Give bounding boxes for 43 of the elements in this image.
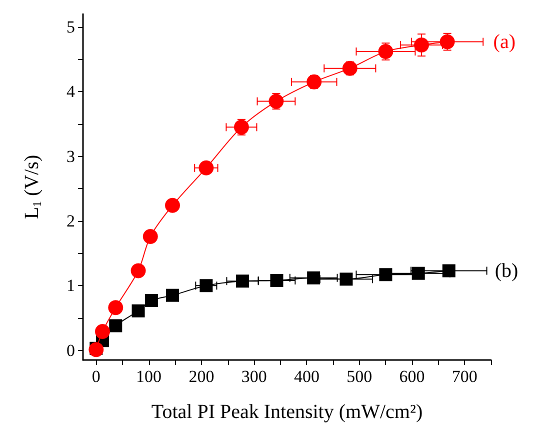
x-tick-label: 200 — [188, 367, 214, 386]
point — [412, 266, 425, 280]
x-tick-label: 100 — [136, 367, 162, 386]
y-tick-label: 1 — [66, 276, 75, 296]
x-tick-label: 500 — [346, 367, 372, 386]
point — [142, 228, 158, 244]
point — [109, 319, 122, 332]
x-tick-label: 600 — [399, 367, 425, 386]
point — [306, 74, 322, 90]
series-label: (a) — [493, 30, 516, 53]
x-tick-label: 400 — [294, 367, 320, 386]
y-tick-label: 0 — [66, 340, 75, 360]
point — [108, 300, 124, 316]
point — [94, 324, 110, 340]
y-axis-title: L1 (V/s) — [21, 154, 44, 220]
y-tick-label: 3 — [66, 146, 75, 166]
x-tick-label: 300 — [241, 367, 267, 386]
x-tick-label: 700 — [452, 367, 478, 386]
point — [130, 263, 146, 278]
point — [268, 94, 284, 109]
series-label: (b) — [494, 260, 518, 282]
point — [132, 304, 145, 318]
y-tick-label: 5 — [66, 17, 75, 36]
x-axis-title: Total PI Peak Intensity (mW/cm²) — [151, 401, 423, 423]
point — [342, 60, 358, 76]
point — [144, 294, 158, 307]
point — [307, 271, 320, 284]
point — [165, 198, 180, 213]
point — [200, 279, 213, 292]
point — [88, 342, 104, 358]
point — [236, 274, 250, 288]
point — [378, 44, 394, 60]
y-tick-label: 2 — [66, 211, 75, 230]
point — [270, 274, 284, 287]
point — [379, 268, 392, 282]
x-tick-label: 0 — [92, 367, 100, 386]
point — [414, 38, 430, 53]
point — [166, 288, 179, 302]
point — [198, 160, 214, 176]
point — [234, 120, 249, 135]
point — [340, 272, 353, 286]
point — [440, 34, 455, 50]
y-tick-label: 4 — [66, 82, 76, 102]
